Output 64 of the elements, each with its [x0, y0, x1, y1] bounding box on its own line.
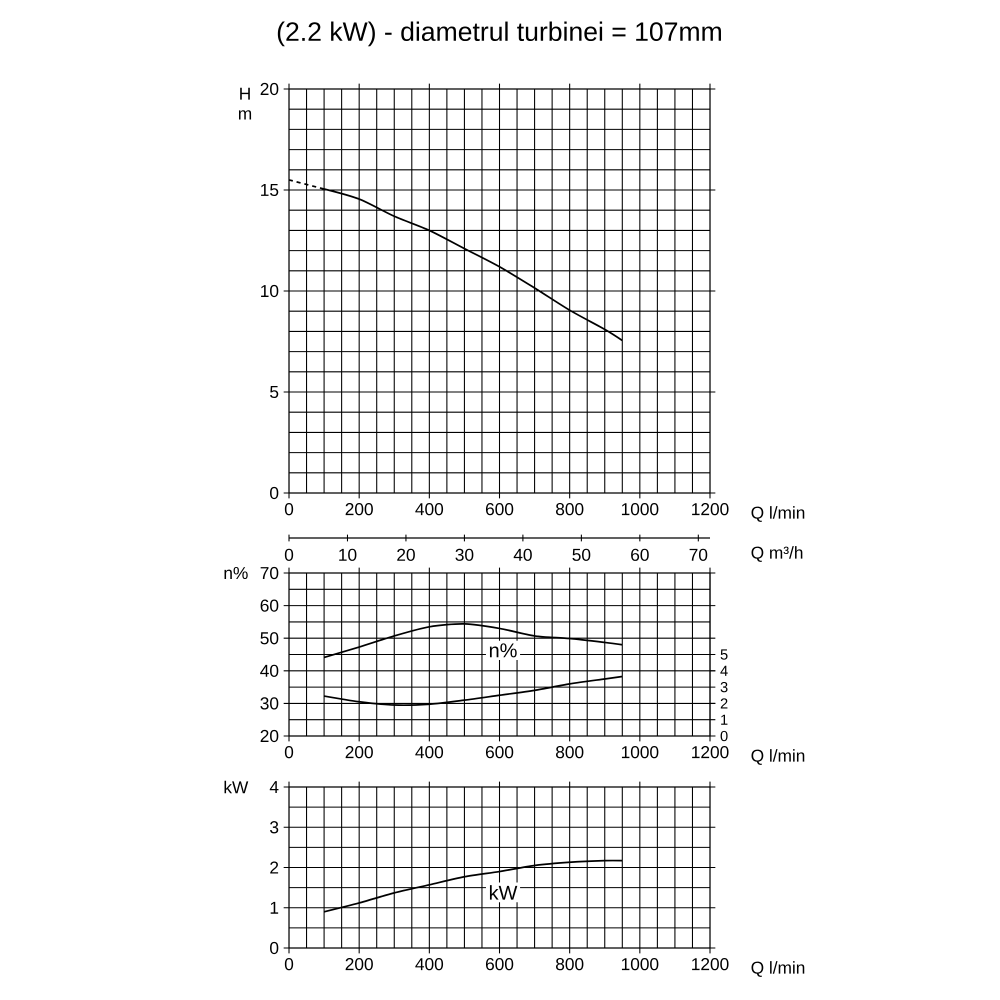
- chart-title: (2.2 kW) - diametrul turbinei = 107mm: [278, 22, 721, 46]
- x-tick-label: 1200: [692, 958, 729, 970]
- y-axis-title: H m: [238, 88, 252, 120]
- x2-tick-label: 70: [690, 548, 708, 561]
- series-label: n%: [490, 643, 517, 658]
- y2-tick-label: 3: [720, 682, 728, 692]
- x2-tick-label: 30: [455, 548, 474, 561]
- x-tick-label: 200: [346, 958, 373, 970]
- x-tick-label: 400: [415, 503, 444, 516]
- x2-tick-label: 10: [339, 548, 356, 561]
- y-tick-label: 40: [260, 664, 278, 677]
- y2-tick-label: 4: [720, 666, 728, 676]
- x-tick-label: 800: [556, 503, 584, 516]
- y-tick-label: 20: [260, 730, 278, 742]
- series-label: kW: [490, 885, 518, 900]
- y-tick-label: 60: [260, 599, 278, 612]
- y-tick-label: 2: [270, 861, 278, 874]
- y-tick-label: 50: [260, 632, 278, 644]
- line-series: [323, 623, 624, 658]
- y-tick-label: 3: [270, 821, 278, 834]
- y-tick-label: 30: [260, 697, 278, 710]
- y-tick-label: 70: [260, 566, 278, 580]
- x-tick-label: 600: [486, 958, 514, 970]
- x-tick-label: 400: [415, 746, 444, 758]
- x-axis-title: Q l/min: [752, 961, 804, 977]
- y-axis-title: kW: [224, 780, 248, 794]
- x-tick-label: 400: [415, 958, 444, 970]
- x-tick-label: 800: [556, 746, 584, 758]
- y-tick-label: 20: [260, 82, 278, 96]
- y2-tick-label: 5: [720, 649, 728, 660]
- x-axis-title: Q l/min: [752, 506, 804, 522]
- x-tick-label: 600: [486, 746, 514, 758]
- x-tick-label: 0: [284, 503, 294, 516]
- y-tick-label: 0: [270, 486, 278, 500]
- x-tick-label: 0: [284, 958, 294, 970]
- x2-tick-label: 50: [572, 548, 590, 561]
- y-tick-label: 4: [270, 781, 278, 793]
- y-tick-label: 10: [261, 284, 278, 298]
- x-tick-label: 600: [486, 503, 514, 516]
- y2-tick-label: 1: [721, 714, 728, 725]
- x-tick-label: 200: [346, 503, 373, 516]
- y-tick-label: 15: [261, 184, 278, 196]
- y-tick-label: 5: [270, 386, 278, 398]
- x2-tick-label: 20: [397, 548, 415, 561]
- y-tick-label: 0: [270, 942, 278, 954]
- x2-tick-label: 0: [284, 548, 294, 561]
- x-tick-label: 0: [284, 746, 294, 758]
- x-tick-label: 1200: [692, 746, 729, 758]
- x2-axis-title: Q m³/h: [752, 546, 802, 562]
- y-axis-title: n%: [224, 566, 248, 580]
- x-tick-label: 1000: [622, 503, 658, 516]
- x-tick-label: 200: [346, 746, 373, 758]
- line-series: [323, 676, 624, 706]
- x-axis-title: Q l/min: [752, 749, 804, 765]
- y-tick-label: 1: [270, 902, 278, 914]
- x2-tick-label: 40: [514, 548, 532, 561]
- line-series: [323, 860, 624, 913]
- x-tick-label: 1200: [692, 503, 729, 516]
- x-tick-label: 800: [556, 958, 584, 970]
- y2-tick-label: 2: [720, 698, 728, 709]
- x-tick-label: 1000: [622, 958, 658, 970]
- y2-tick-label: 0: [720, 730, 728, 742]
- x2-tick-label: 60: [631, 548, 649, 561]
- x-tick-label: 1000: [622, 746, 658, 758]
